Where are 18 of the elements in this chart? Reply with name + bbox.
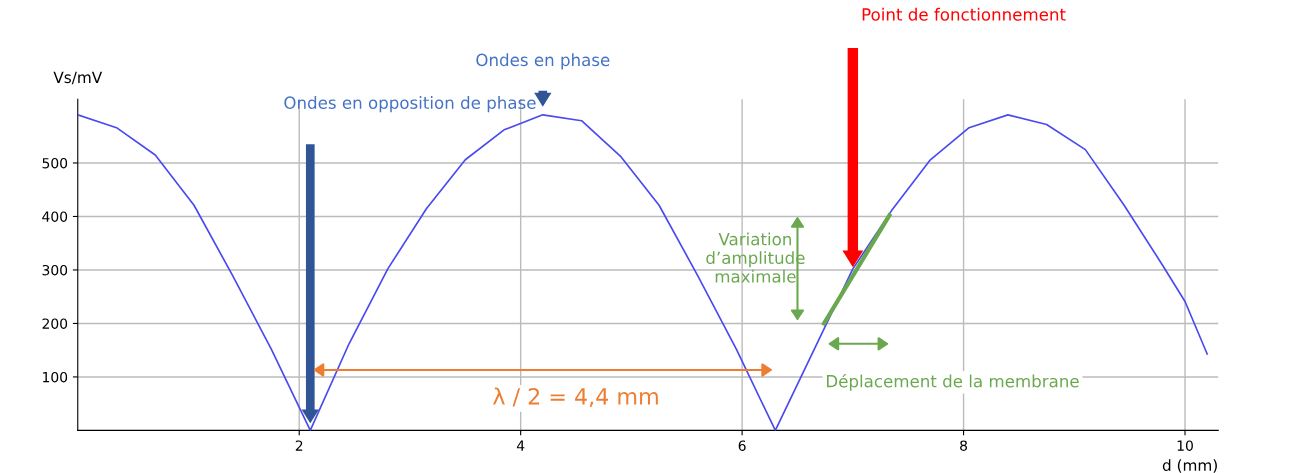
annotation: Déplacement de la membrane (826, 373, 1079, 391)
x-axis-title: d (mm) (1162, 459, 1217, 473)
x-tick-label: 6 (738, 440, 746, 451)
y-tick-label: 500 (42, 157, 68, 169)
annotation: Ondes en opposition de phase (284, 96, 536, 113)
y-tick-label: 100 (43, 371, 68, 383)
x-tick-label: 10 (1177, 440, 1193, 451)
y-tick-label: 200 (42, 318, 68, 329)
y-tick-label: 300 (42, 264, 68, 276)
text: Point de fonctionnement (862, 7, 1066, 21)
x-tick-label: 8 (960, 440, 968, 451)
y-tick-label: 400 (42, 211, 68, 222)
x-tick-label: 2 (295, 440, 303, 451)
line-series (77, 114, 1209, 431)
x-tick-label: 4 (516, 440, 525, 451)
text: Ondes en phase (476, 53, 610, 70)
annotation: λ / 2 = 4,4 mm (493, 387, 658, 408)
y-axis-title: Vs/mV (53, 71, 103, 85)
